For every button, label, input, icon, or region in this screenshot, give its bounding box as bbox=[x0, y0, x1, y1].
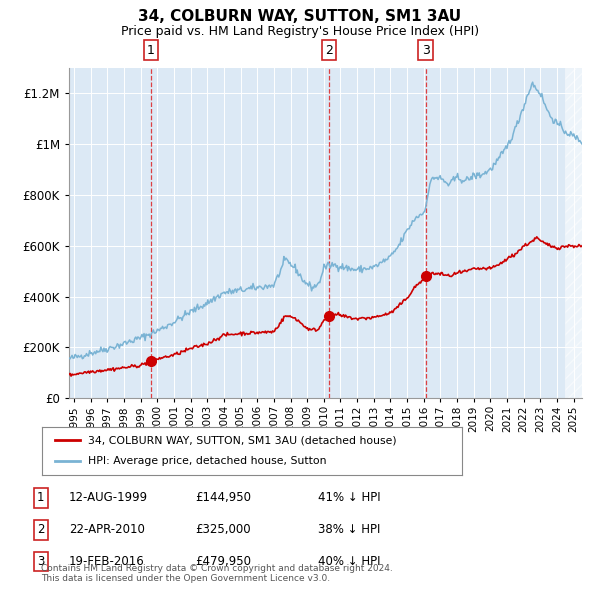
Text: £479,950: £479,950 bbox=[195, 555, 251, 568]
Bar bbox=[565, 68, 582, 398]
Text: Contains HM Land Registry data © Crown copyright and database right 2024.
This d: Contains HM Land Registry data © Crown c… bbox=[41, 563, 392, 583]
Text: 3: 3 bbox=[37, 555, 44, 568]
Text: £144,950: £144,950 bbox=[195, 491, 251, 504]
Text: £325,000: £325,000 bbox=[195, 523, 251, 536]
Text: 1: 1 bbox=[147, 44, 155, 57]
Text: 22-APR-2010: 22-APR-2010 bbox=[69, 523, 145, 536]
Text: 12-AUG-1999: 12-AUG-1999 bbox=[69, 491, 148, 504]
Text: Price paid vs. HM Land Registry's House Price Index (HPI): Price paid vs. HM Land Registry's House … bbox=[121, 25, 479, 38]
Text: 41% ↓ HPI: 41% ↓ HPI bbox=[318, 491, 380, 504]
Text: 34, COLBURN WAY, SUTTON, SM1 3AU: 34, COLBURN WAY, SUTTON, SM1 3AU bbox=[139, 9, 461, 24]
Text: 3: 3 bbox=[422, 44, 430, 57]
Text: HPI: Average price, detached house, Sutton: HPI: Average price, detached house, Sutt… bbox=[88, 457, 327, 467]
Text: 40% ↓ HPI: 40% ↓ HPI bbox=[318, 555, 380, 568]
Text: 38% ↓ HPI: 38% ↓ HPI bbox=[318, 523, 380, 536]
Text: 2: 2 bbox=[37, 523, 44, 536]
Text: 2: 2 bbox=[325, 44, 333, 57]
Text: 1: 1 bbox=[37, 491, 44, 504]
Text: 34, COLBURN WAY, SUTTON, SM1 3AU (detached house): 34, COLBURN WAY, SUTTON, SM1 3AU (detach… bbox=[88, 435, 397, 445]
Text: 19-FEB-2016: 19-FEB-2016 bbox=[69, 555, 145, 568]
